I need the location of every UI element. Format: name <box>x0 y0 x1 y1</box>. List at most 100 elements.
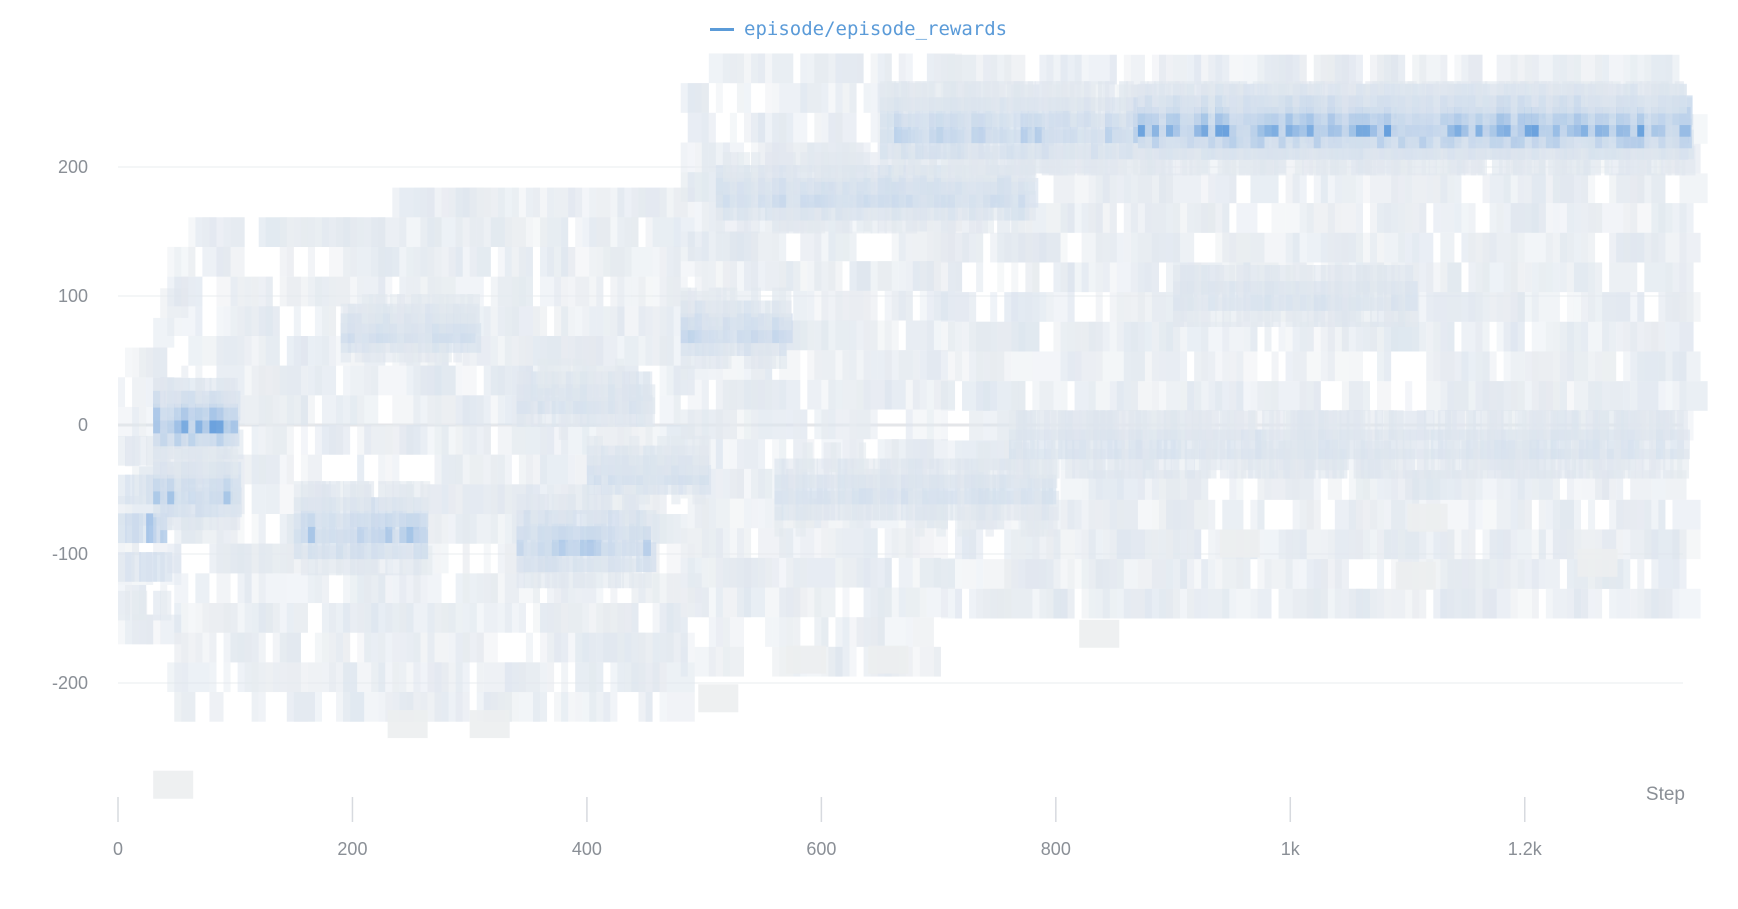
heatmap-cell <box>371 632 400 663</box>
heatmap-cell <box>446 294 454 324</box>
heatmap-cell <box>1102 173 1117 204</box>
heatmap-cell <box>118 590 130 621</box>
heatmap-cell <box>1552 203 1560 233</box>
heatmap-cell <box>1180 351 1188 382</box>
heatmap-cell <box>125 495 133 526</box>
heatmap-cell <box>1011 529 1026 560</box>
heatmap-cell <box>1180 265 1188 295</box>
heatmap-cell <box>1201 54 1216 85</box>
heatmap-cell <box>1208 203 1216 233</box>
heatmap-cell <box>406 481 415 511</box>
heatmap-cell <box>1095 321 1110 352</box>
heatmap-cell <box>1088 321 1096 352</box>
heatmap-cell <box>1559 232 1574 263</box>
heatmap-cell <box>1531 262 1560 293</box>
heatmap-cell <box>1334 173 1356 204</box>
heatmap-cell <box>441 603 463 633</box>
heatmap-cell <box>905 53 913 84</box>
heatmap-cell <box>286 514 294 544</box>
heatmap-cell <box>1264 265 1272 295</box>
heatmap-cell <box>708 646 730 677</box>
heatmap-cell <box>1494 410 1503 440</box>
x-tick-label: 800 <box>1041 839 1071 859</box>
heatmap-cell <box>1559 173 1589 204</box>
heatmap-cell <box>575 632 590 663</box>
heatmap-cell <box>666 603 674 633</box>
heatmap-cell <box>877 587 892 618</box>
heatmap-cell <box>265 306 273 336</box>
heatmap-cell <box>251 514 266 544</box>
heatmap-cell <box>1123 499 1152 530</box>
heatmap-cell <box>1602 54 1610 85</box>
heatmap-cell <box>1581 292 1596 322</box>
heatmap-cell <box>1250 321 1258 352</box>
heatmap-cell <box>561 603 583 633</box>
heatmap-cell <box>1592 410 1601 440</box>
heatmap-cell <box>300 335 308 366</box>
heatmap-cell <box>842 617 850 647</box>
heatmap-cell <box>1081 588 1096 619</box>
heatmap-cell <box>385 246 414 277</box>
heatmap-cell <box>781 458 789 489</box>
legend[interactable]: episode/episode_rewards <box>710 18 1007 40</box>
heatmap-cell <box>940 381 956 411</box>
heatmap-cell <box>1545 588 1567 619</box>
heatmap-cell <box>701 201 709 232</box>
heatmap-cell <box>1194 588 1202 619</box>
heatmap-cell <box>1250 588 1258 619</box>
heatmap-cell <box>1271 381 1279 411</box>
x-tick-label: 400 <box>572 839 602 859</box>
heatmap-cell <box>645 306 660 336</box>
heatmap-cell <box>1531 292 1560 322</box>
heatmap-cell <box>1475 321 1483 352</box>
heatmap-cell <box>1377 470 1385 500</box>
heatmap-cell <box>392 632 407 663</box>
heatmap-cell <box>286 573 315 604</box>
heatmap-cell <box>265 335 280 366</box>
heatmap-cell <box>976 351 998 382</box>
legend-swatch <box>710 27 734 31</box>
heatmap-cell <box>237 514 245 544</box>
heatmap-cell <box>1531 588 1539 619</box>
heatmap-cell <box>1229 173 1237 204</box>
heatmap-cell <box>118 377 126 407</box>
heatmap-cell <box>561 276 569 307</box>
heatmap-cell <box>1545 321 1560 352</box>
heatmap-cell <box>497 454 512 485</box>
heatmap-cell <box>1027 81 1036 111</box>
heatmap-cell <box>582 187 597 218</box>
heatmap-cell <box>849 646 857 677</box>
heatmap-cell <box>1644 588 1659 619</box>
heatmap-cell <box>976 232 984 263</box>
heatmap-cell <box>392 692 400 722</box>
heatmap-cell <box>1215 54 1230 85</box>
heatmap-cell <box>1679 83 1687 114</box>
heatmap-cell <box>1180 83 1188 114</box>
heatmap-cell <box>188 217 217 247</box>
heatmap-cell <box>1503 351 1525 382</box>
heatmap-cell <box>793 617 801 647</box>
heatmap-cell <box>511 425 526 455</box>
heatmap-cell <box>1341 203 1356 233</box>
heatmap-cell <box>786 261 794 291</box>
heatmap-cell <box>1409 429 1417 460</box>
heatmap-cell <box>758 557 780 588</box>
heatmap-cell <box>434 217 442 247</box>
heatmap-cell <box>347 303 356 334</box>
heatmap-cell <box>455 246 463 277</box>
heatmap-cell <box>469 573 484 604</box>
heatmap-cell <box>1630 381 1659 411</box>
heatmap-cell <box>643 371 653 402</box>
heatmap-cell <box>905 617 913 647</box>
heatmap-cell <box>1588 83 1597 114</box>
heatmap-cell <box>1581 321 1589 352</box>
heatmap-cell <box>1510 321 1525 352</box>
x-tick-label: 0 <box>113 839 123 859</box>
heatmap-cell <box>378 276 386 307</box>
heatmap-cell <box>983 54 991 85</box>
heatmap-cell <box>181 306 203 336</box>
heatmap-cell <box>1187 588 1195 619</box>
heatmap-cell <box>1426 381 1441 411</box>
heatmap-cell <box>1109 232 1117 263</box>
